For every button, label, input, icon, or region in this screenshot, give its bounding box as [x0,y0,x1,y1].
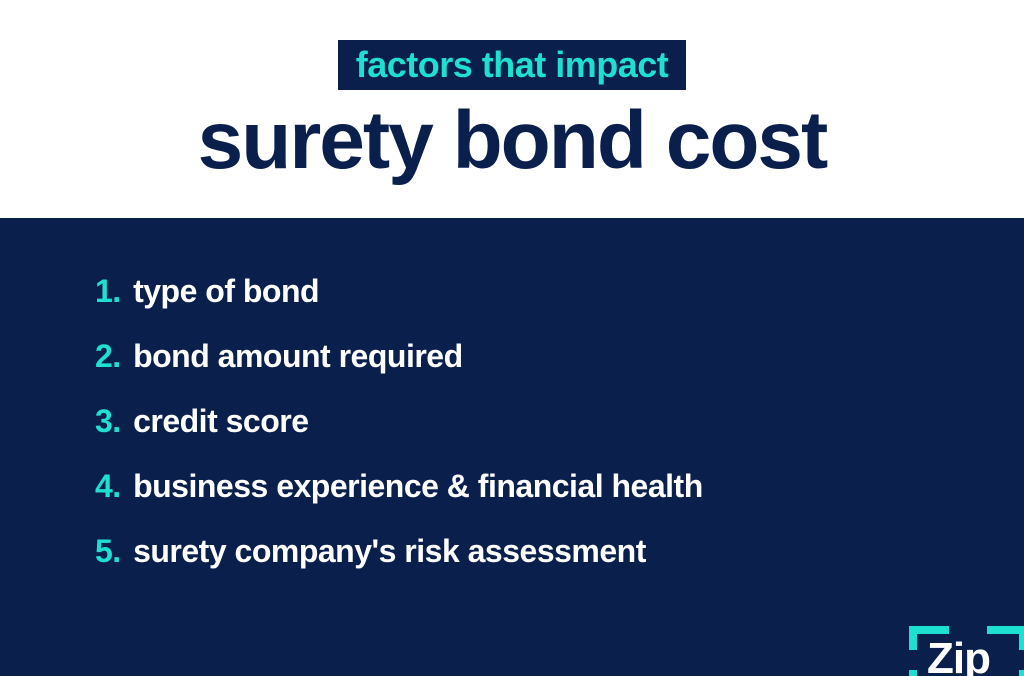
list-number: 2. [95,338,121,375]
subtitle-highlight: factors that impact [338,40,687,90]
list-text: bond amount required [133,338,463,374]
list-item: 2. bond amount required [95,338,929,375]
list-item: 4. business experience & financial healt… [95,468,929,505]
main-title: surety bond cost [0,94,1024,188]
list-number: 4. [95,468,121,505]
list-text: credit score [133,403,308,439]
zip-logo: Zip [925,634,992,676]
header-section: factors that impact surety bond cost [0,0,1024,218]
list-item: 1. type of bond [95,273,929,310]
list-number: 1. [95,273,121,310]
list-text: surety company's risk assessment [133,533,646,569]
list-number: 3. [95,403,121,440]
list-text: type of bond [133,273,319,309]
logo-text: Zip [925,634,992,676]
list-number: 5. [95,533,121,570]
list-item: 5. surety company's risk assessment [95,533,929,570]
list-text: business experience & financial health [133,468,703,504]
content-section: 1. type of bond 2. bond amount required … [0,218,1024,676]
factor-list: 1. type of bond 2. bond amount required … [95,273,929,570]
list-item: 3. credit score [95,403,929,440]
